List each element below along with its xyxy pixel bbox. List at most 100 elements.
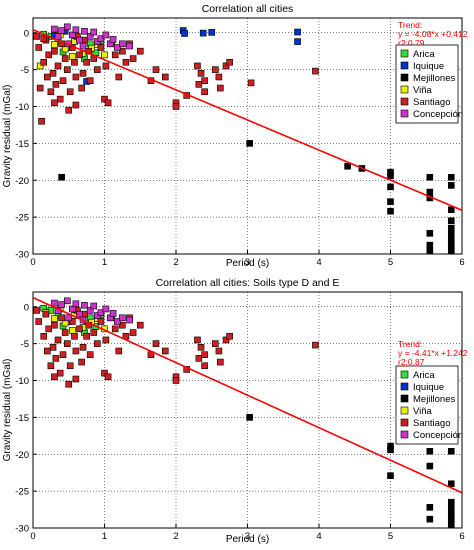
data-point xyxy=(59,77,67,84)
data-point xyxy=(58,27,65,34)
data-point xyxy=(64,23,71,31)
data-point xyxy=(76,310,83,318)
y-axis-label: Gravity residual (mGal) xyxy=(2,85,13,188)
series-mejillones xyxy=(58,140,455,254)
data-point xyxy=(102,31,110,39)
data-point xyxy=(226,332,233,340)
data-point xyxy=(152,66,160,73)
data-point xyxy=(65,106,73,114)
data-point xyxy=(111,325,119,333)
x-tick-label: 2 xyxy=(173,531,178,542)
data-point xyxy=(447,206,455,214)
data-point xyxy=(122,58,130,66)
x-tick-label: 4 xyxy=(316,257,321,268)
data-point xyxy=(76,51,83,59)
data-point xyxy=(294,38,301,45)
data-point xyxy=(83,332,90,340)
y-tick-label: -15 xyxy=(15,413,29,424)
data-point xyxy=(97,318,105,325)
data-point xyxy=(447,498,455,506)
data-point xyxy=(181,30,188,37)
trend-label: Trend: xyxy=(398,339,422,349)
data-point xyxy=(43,73,51,81)
data-point xyxy=(71,332,78,340)
data-point xyxy=(217,84,224,92)
data-point xyxy=(40,35,48,42)
data-point xyxy=(65,314,73,322)
data-point xyxy=(64,297,71,305)
data-point xyxy=(426,447,434,455)
data-point xyxy=(212,66,219,73)
data-point xyxy=(42,310,50,318)
data-point xyxy=(51,315,58,322)
data-point xyxy=(102,305,110,313)
data-point xyxy=(54,336,62,344)
data-point xyxy=(54,62,62,70)
data-point xyxy=(222,62,230,70)
data-point xyxy=(447,231,455,239)
data-point xyxy=(51,321,58,329)
series-mejillones xyxy=(246,414,455,528)
data-point xyxy=(64,340,71,347)
data-point xyxy=(35,318,43,325)
data-point xyxy=(79,42,87,50)
data-point xyxy=(51,373,58,381)
data-point xyxy=(104,99,112,107)
data-point xyxy=(194,336,201,344)
legend-swatch xyxy=(400,430,409,439)
data-point xyxy=(195,81,203,88)
data-point xyxy=(447,224,455,232)
data-point xyxy=(101,95,108,103)
legend-swatch xyxy=(400,61,409,70)
data-point xyxy=(76,325,83,333)
x-tick-label: 5 xyxy=(388,257,393,268)
legend-label: Mejillones xyxy=(413,394,455,405)
legend-swatch xyxy=(400,382,409,391)
data-point xyxy=(126,316,133,324)
legend-swatch xyxy=(400,73,409,82)
data-point xyxy=(387,472,394,479)
data-point xyxy=(426,241,434,249)
data-point xyxy=(86,307,94,314)
legend-label: Concepción xyxy=(413,109,463,120)
data-point xyxy=(33,33,40,40)
data-point xyxy=(78,358,85,366)
data-point xyxy=(69,305,76,313)
data-point xyxy=(136,321,144,329)
legend-swatch xyxy=(400,406,409,415)
data-point xyxy=(51,47,58,55)
chart-panel-all-cities: 0 1 2 3 4 5 6 0 -5 -10 -15 -20 -25 -30 Correlation all… xyxy=(2,3,468,269)
data-point xyxy=(129,329,137,336)
plot-content xyxy=(33,23,462,254)
legend: AricaIquiqueMejillonesViñaSantiagoConcep… xyxy=(395,44,463,124)
data-point xyxy=(36,62,44,70)
data-point xyxy=(247,79,255,87)
data-point xyxy=(90,329,98,336)
data-point xyxy=(172,377,180,384)
data-point xyxy=(212,340,219,347)
data-point xyxy=(119,314,126,322)
data-point xyxy=(387,446,394,454)
data-point xyxy=(86,33,94,40)
data-point xyxy=(109,310,117,317)
data-point xyxy=(387,172,394,180)
x-tick-label: 1 xyxy=(102,257,107,268)
data-point xyxy=(66,362,74,370)
data-point xyxy=(119,47,126,55)
data-point xyxy=(33,307,40,314)
series-santiago xyxy=(33,307,319,388)
data-point xyxy=(71,58,78,66)
data-point xyxy=(94,66,101,73)
data-point xyxy=(152,340,160,347)
legend-swatch xyxy=(400,49,409,58)
trend-equation: y = -4.08*x +0.412 xyxy=(398,29,468,39)
data-point xyxy=(426,174,434,181)
data-point xyxy=(90,302,98,310)
data-point xyxy=(64,66,71,73)
y-tick-label: -25 xyxy=(15,213,29,224)
legend-label: Santiago xyxy=(413,97,451,108)
data-point xyxy=(79,70,87,77)
chart-title: Correlation all cities xyxy=(202,3,294,15)
legend-label: Concepción xyxy=(413,430,463,441)
